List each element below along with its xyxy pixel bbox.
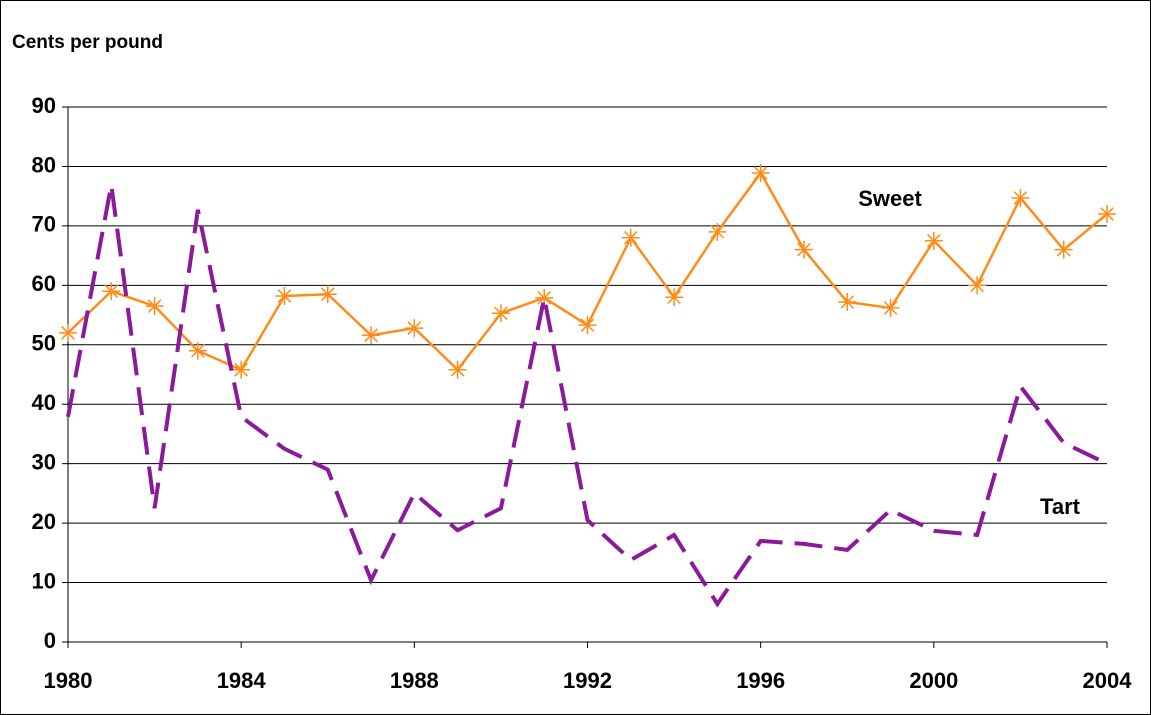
y-tick-label: 40	[32, 390, 56, 415]
y-tick-label: 50	[32, 331, 56, 356]
point-marker	[621, 228, 640, 247]
y-tick-label: 60	[32, 271, 56, 296]
y-tick-label: 0	[44, 628, 56, 653]
y-axis-label: Cents per pound	[12, 32, 163, 53]
point-marker	[1098, 205, 1116, 223]
point-marker	[405, 319, 424, 338]
point-marker	[578, 316, 597, 335]
point-marker	[145, 297, 164, 316]
x-tick-label: 2004	[1083, 668, 1133, 693]
x-tick-label: 1996	[736, 668, 785, 693]
point-marker	[362, 326, 381, 345]
point-marker	[1054, 240, 1073, 259]
x-tick-label: 2000	[909, 668, 958, 693]
point-marker	[275, 287, 294, 306]
point-marker	[491, 304, 510, 323]
y-tick-label: 10	[32, 568, 56, 593]
point-marker	[1011, 188, 1030, 207]
x-tick-label: 1984	[217, 668, 267, 693]
x-tick-label: 1988	[390, 668, 439, 693]
x-tick-label: 1992	[563, 668, 612, 693]
y-tick-label: 80	[32, 152, 56, 177]
point-marker	[838, 292, 857, 311]
point-marker	[924, 231, 943, 250]
point-marker	[59, 323, 77, 342]
y-tick-label: 30	[32, 449, 56, 474]
y-tick-label: 90	[32, 93, 56, 118]
series-label: Tart	[1040, 494, 1081, 519]
point-marker	[751, 163, 770, 182]
series-line	[66, 184, 1108, 608]
point-marker	[881, 298, 900, 317]
series-label: Sweet	[858, 186, 922, 211]
point-marker	[448, 360, 467, 379]
y-tick-label: 20	[32, 509, 56, 534]
point-marker	[232, 360, 251, 379]
point-marker	[794, 240, 813, 259]
point-marker	[708, 222, 727, 241]
point-marker	[535, 288, 554, 307]
point-marker	[318, 285, 337, 304]
point-marker	[102, 282, 121, 301]
x-tick-label: 1980	[44, 668, 93, 693]
point-marker	[665, 288, 684, 307]
y-tick-label: 70	[32, 212, 56, 237]
point-marker	[968, 276, 987, 295]
point-marker	[188, 341, 207, 360]
